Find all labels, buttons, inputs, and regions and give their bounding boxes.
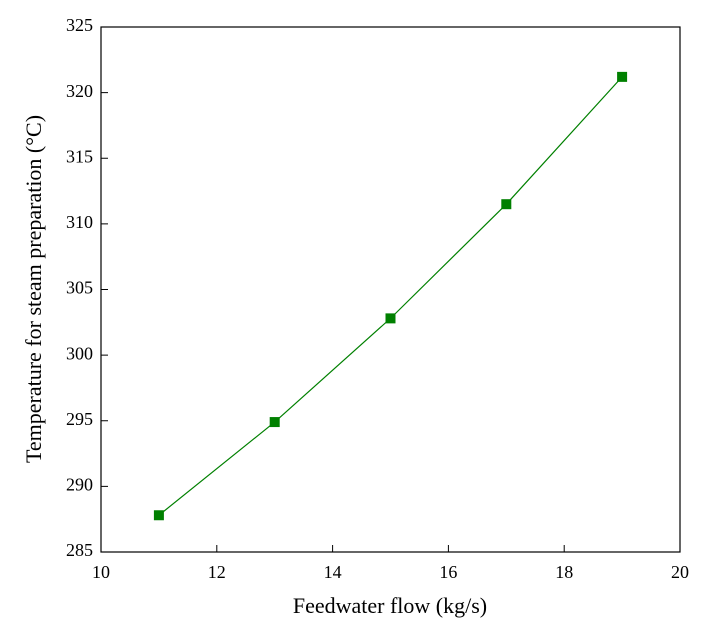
y-tick-label: 315 bbox=[66, 146, 93, 166]
x-tick-label: 10 bbox=[92, 562, 110, 582]
y-tick-label: 320 bbox=[66, 81, 93, 101]
point-marker bbox=[385, 313, 396, 324]
y-tick-label: 325 bbox=[66, 15, 93, 35]
y-tick-label: 300 bbox=[66, 343, 93, 363]
y-tick-label: 295 bbox=[66, 409, 93, 429]
point-marker bbox=[501, 199, 512, 210]
y-tick-label: 305 bbox=[66, 278, 93, 298]
y-tick-label: 290 bbox=[66, 475, 93, 495]
point-marker bbox=[269, 417, 280, 428]
point-marker bbox=[153, 510, 164, 521]
plot-frame bbox=[100, 26, 681, 553]
x-axis-title: Feedwater flow (kg/s) bbox=[293, 593, 487, 618]
x-tick-label: 20 bbox=[671, 562, 689, 582]
y-tick-label: 310 bbox=[66, 212, 93, 232]
y-axis-title: Temperature for steam preparation (°C) bbox=[21, 115, 46, 463]
point-marker bbox=[617, 71, 628, 82]
series-line bbox=[158, 76, 623, 516]
x-tick-label: 12 bbox=[208, 562, 226, 582]
x-tick-label: 14 bbox=[324, 562, 342, 582]
y-tick-label: 285 bbox=[66, 540, 93, 560]
x-tick-label: 16 bbox=[439, 562, 457, 582]
x-tick-label: 18 bbox=[555, 562, 573, 582]
